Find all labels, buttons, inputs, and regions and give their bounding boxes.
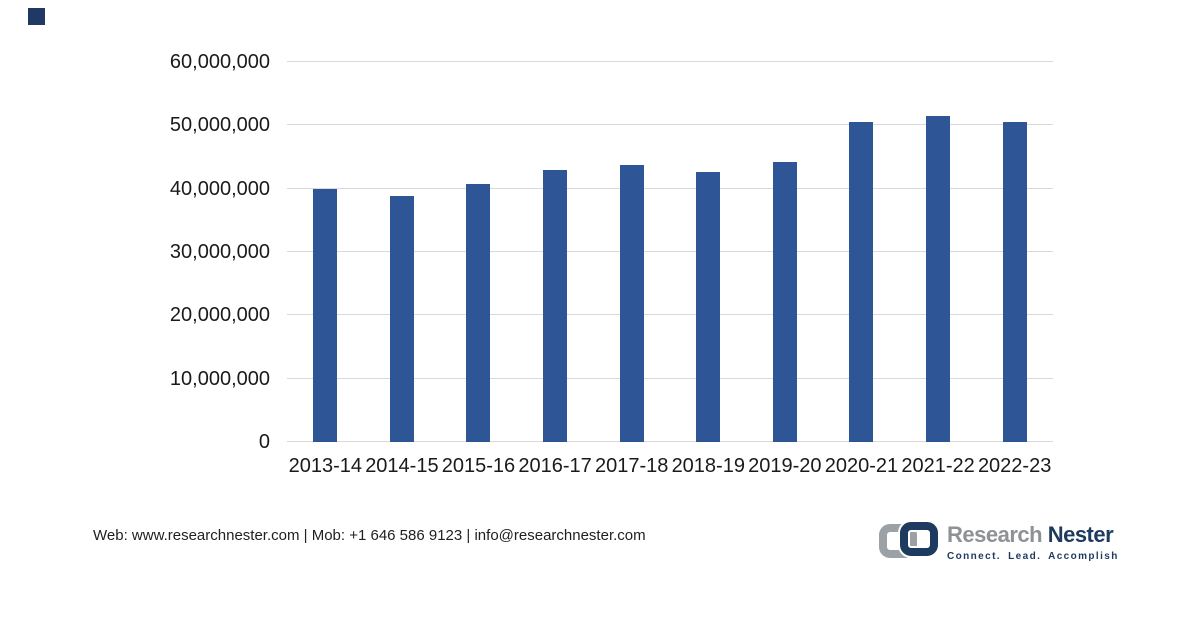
bar-slot xyxy=(593,62,670,442)
bar-2019-20 xyxy=(772,162,797,442)
bar-2016-17 xyxy=(543,169,568,442)
bar-2021-22 xyxy=(926,115,951,442)
x-axis-label: 2022-23 xyxy=(977,455,1052,477)
bar-2017-18 xyxy=(619,164,644,442)
y-axis-label: 10,000,000 xyxy=(169,367,270,390)
logo-wordmark-research: Research xyxy=(947,522,1043,547)
brand-mark-square xyxy=(28,8,45,25)
x-axis-label: 2020-21 xyxy=(824,455,899,477)
x-axis-label: 2013-14 xyxy=(288,455,362,477)
bar-slot xyxy=(976,62,1053,442)
x-axis-label: 2018-19 xyxy=(671,455,745,477)
logo-tagline: Connect. Lead. Accomplish xyxy=(947,551,1119,562)
logo-text: Research Nester Connect. Lead. Accomplis… xyxy=(947,519,1119,563)
x-axis-label: 2019-20 xyxy=(748,455,822,477)
x-axis-label: 2014-15 xyxy=(365,455,439,477)
y-axis-label: 60,000,000 xyxy=(169,51,270,73)
bar-slot xyxy=(287,62,364,442)
y-axis-label: 50,000,000 xyxy=(169,114,270,137)
bar-slot xyxy=(823,62,900,442)
bar-2020-21 xyxy=(849,122,874,442)
x-axis-label: 2021-22 xyxy=(901,455,975,477)
research-nester-logo: Research Nester Connect. Lead. Accomplis… xyxy=(877,519,1119,562)
bar-2015-16 xyxy=(466,184,491,442)
y-axis-label: 30,000,000 xyxy=(169,241,270,263)
gridline xyxy=(287,124,1053,126)
bar-slot xyxy=(747,62,824,442)
bar-2014-15 xyxy=(389,196,414,442)
gridline xyxy=(287,61,1053,62)
bar-slot xyxy=(670,62,747,442)
bar-2022-23 xyxy=(1002,121,1027,442)
y-axis-label: 0 xyxy=(258,431,270,453)
bar-2018-19 xyxy=(696,172,721,442)
y-axis-label: 40,000,000 xyxy=(169,177,270,200)
bar-slot xyxy=(900,62,977,442)
bar-2013-14 xyxy=(313,188,338,442)
x-axis-label: 2016-17 xyxy=(518,455,592,477)
gridline xyxy=(287,251,1053,252)
gridline xyxy=(287,441,1053,442)
logo-wordmark: Research Nester xyxy=(947,524,1119,546)
contact-info: Web: www.researchnester.com | Mob: +1 64… xyxy=(93,527,646,544)
x-axis-label: 2015-16 xyxy=(441,455,516,477)
gridline xyxy=(287,377,1053,379)
gridline xyxy=(287,187,1053,189)
plot-area: 0 10,000,000 20,000,000 30,000,000 40,000,00… xyxy=(170,52,1053,452)
bar-slot xyxy=(440,62,517,442)
logo-wordmark-nester: Nester xyxy=(1047,522,1114,547)
x-axis-labels: 2013-14 2014-15 2015-16 2016-17 2017-18 2018-… xyxy=(287,442,1053,478)
x-axis-label: 2017-18 xyxy=(594,455,669,477)
gridline xyxy=(287,314,1053,316)
y-axis-label: 20,000,000 xyxy=(169,304,270,327)
chain-link-icon xyxy=(879,520,939,558)
bar-slot xyxy=(364,62,441,442)
bar-slot xyxy=(517,62,594,442)
